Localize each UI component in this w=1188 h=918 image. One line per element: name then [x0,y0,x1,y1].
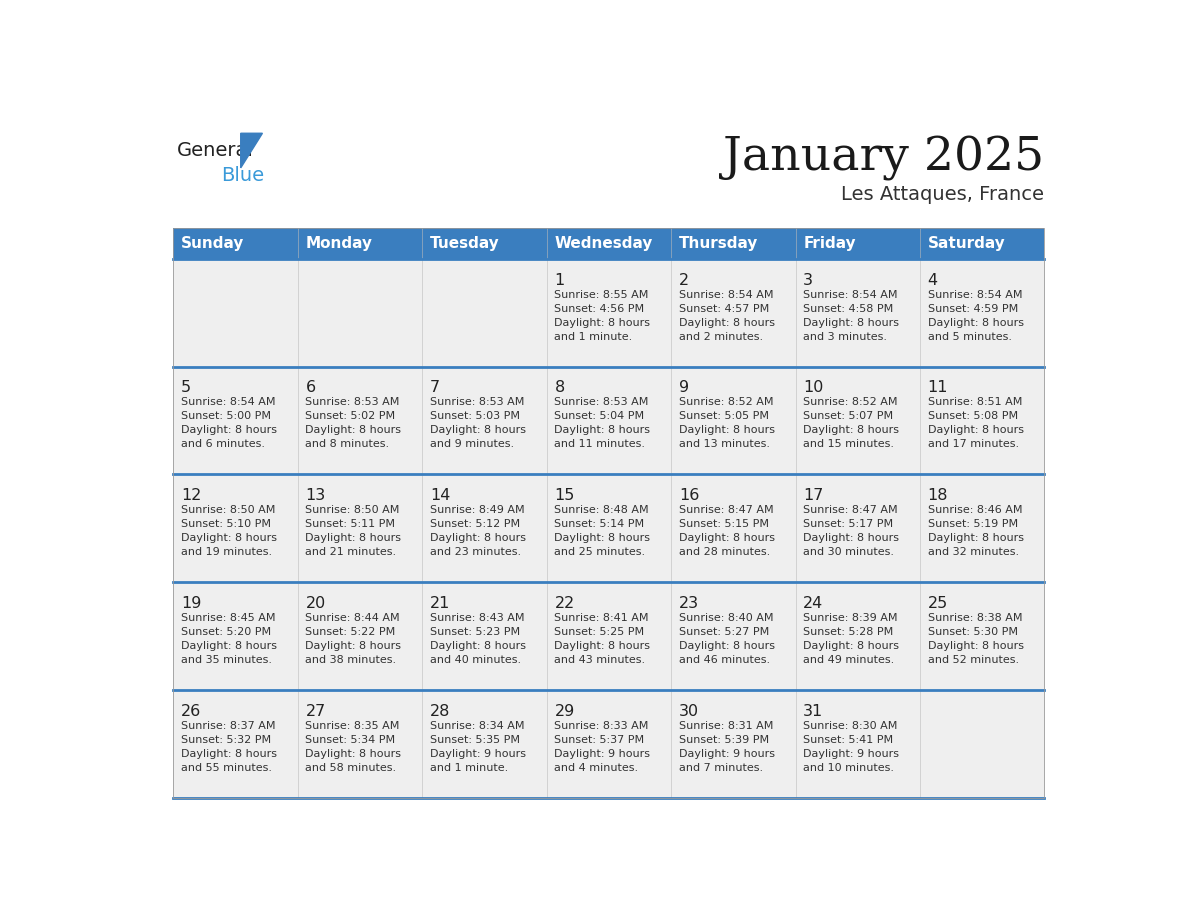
FancyBboxPatch shape [173,259,1044,366]
Text: Sunrise: 8:37 AM
Sunset: 5:32 PM
Daylight: 8 hours
and 55 minutes.: Sunrise: 8:37 AM Sunset: 5:32 PM Dayligh… [181,721,277,773]
Text: 16: 16 [678,488,700,503]
Text: Sunrise: 8:52 AM
Sunset: 5:05 PM
Daylight: 8 hours
and 13 minutes.: Sunrise: 8:52 AM Sunset: 5:05 PM Dayligh… [678,397,775,450]
FancyBboxPatch shape [173,582,1044,690]
Text: January 2025: January 2025 [723,135,1044,181]
Text: 4: 4 [928,273,937,287]
Text: Sunrise: 8:54 AM
Sunset: 4:57 PM
Daylight: 8 hours
and 2 minutes.: Sunrise: 8:54 AM Sunset: 4:57 PM Dayligh… [678,289,775,341]
Text: 25: 25 [928,596,948,611]
Text: Sunrise: 8:35 AM
Sunset: 5:34 PM
Daylight: 8 hours
and 58 minutes.: Sunrise: 8:35 AM Sunset: 5:34 PM Dayligh… [305,721,402,773]
Text: Sunrise: 8:38 AM
Sunset: 5:30 PM
Daylight: 8 hours
and 52 minutes.: Sunrise: 8:38 AM Sunset: 5:30 PM Dayligh… [928,613,1024,665]
Text: 9: 9 [678,380,689,396]
Text: 11: 11 [928,380,948,396]
Text: 13: 13 [305,488,326,503]
Text: Sunrise: 8:52 AM
Sunset: 5:07 PM
Daylight: 8 hours
and 15 minutes.: Sunrise: 8:52 AM Sunset: 5:07 PM Dayligh… [803,397,899,450]
Text: 30: 30 [678,704,699,719]
Text: Sunrise: 8:53 AM
Sunset: 5:04 PM
Daylight: 8 hours
and 11 minutes.: Sunrise: 8:53 AM Sunset: 5:04 PM Dayligh… [555,397,650,450]
Text: 8: 8 [555,380,564,396]
Text: Sunrise: 8:31 AM
Sunset: 5:39 PM
Daylight: 9 hours
and 7 minutes.: Sunrise: 8:31 AM Sunset: 5:39 PM Dayligh… [678,721,775,773]
Text: 27: 27 [305,704,326,719]
Text: Sunrise: 8:53 AM
Sunset: 5:02 PM
Daylight: 8 hours
and 8 minutes.: Sunrise: 8:53 AM Sunset: 5:02 PM Dayligh… [305,397,402,450]
Text: 20: 20 [305,596,326,611]
Text: Les Attaques, France: Les Attaques, France [841,185,1044,205]
Text: Sunrise: 8:48 AM
Sunset: 5:14 PM
Daylight: 8 hours
and 25 minutes.: Sunrise: 8:48 AM Sunset: 5:14 PM Dayligh… [555,505,650,557]
Text: Sunrise: 8:47 AM
Sunset: 5:17 PM
Daylight: 8 hours
and 30 minutes.: Sunrise: 8:47 AM Sunset: 5:17 PM Dayligh… [803,505,899,557]
Text: 21: 21 [430,596,450,611]
Text: Sunday: Sunday [181,236,245,251]
Text: Sunrise: 8:40 AM
Sunset: 5:27 PM
Daylight: 8 hours
and 46 minutes.: Sunrise: 8:40 AM Sunset: 5:27 PM Dayligh… [678,613,775,665]
Text: Sunrise: 8:53 AM
Sunset: 5:03 PM
Daylight: 8 hours
and 9 minutes.: Sunrise: 8:53 AM Sunset: 5:03 PM Dayligh… [430,397,526,450]
Text: 24: 24 [803,596,823,611]
Text: 26: 26 [181,704,201,719]
FancyBboxPatch shape [173,366,1044,475]
Text: 1: 1 [555,273,564,287]
Text: Blue: Blue [221,166,265,185]
FancyBboxPatch shape [173,690,1044,798]
Text: Sunrise: 8:47 AM
Sunset: 5:15 PM
Daylight: 8 hours
and 28 minutes.: Sunrise: 8:47 AM Sunset: 5:15 PM Dayligh… [678,505,775,557]
Text: Sunrise: 8:54 AM
Sunset: 4:59 PM
Daylight: 8 hours
and 5 minutes.: Sunrise: 8:54 AM Sunset: 4:59 PM Dayligh… [928,289,1024,341]
Text: Sunrise: 8:43 AM
Sunset: 5:23 PM
Daylight: 8 hours
and 40 minutes.: Sunrise: 8:43 AM Sunset: 5:23 PM Dayligh… [430,613,526,665]
Text: 12: 12 [181,488,202,503]
Text: 5: 5 [181,380,191,396]
Text: Sunrise: 8:34 AM
Sunset: 5:35 PM
Daylight: 9 hours
and 1 minute.: Sunrise: 8:34 AM Sunset: 5:35 PM Dayligh… [430,721,526,773]
Text: 23: 23 [678,596,699,611]
Text: Sunrise: 8:50 AM
Sunset: 5:10 PM
Daylight: 8 hours
and 19 minutes.: Sunrise: 8:50 AM Sunset: 5:10 PM Dayligh… [181,505,277,557]
Text: 6: 6 [305,380,316,396]
Text: Sunrise: 8:41 AM
Sunset: 5:25 PM
Daylight: 8 hours
and 43 minutes.: Sunrise: 8:41 AM Sunset: 5:25 PM Dayligh… [555,613,650,665]
Text: Wednesday: Wednesday [555,236,652,251]
Text: 31: 31 [803,704,823,719]
Text: 19: 19 [181,596,202,611]
Text: Friday: Friday [803,236,855,251]
Text: 29: 29 [555,704,575,719]
Text: 14: 14 [430,488,450,503]
Text: Sunrise: 8:33 AM
Sunset: 5:37 PM
Daylight: 9 hours
and 4 minutes.: Sunrise: 8:33 AM Sunset: 5:37 PM Dayligh… [555,721,650,773]
FancyBboxPatch shape [173,475,1044,582]
Text: 2: 2 [678,273,689,287]
Text: Saturday: Saturday [928,236,1005,251]
Text: Thursday: Thursday [678,236,758,251]
Text: Sunrise: 8:55 AM
Sunset: 4:56 PM
Daylight: 8 hours
and 1 minute.: Sunrise: 8:55 AM Sunset: 4:56 PM Dayligh… [555,289,650,341]
Polygon shape [241,133,263,168]
Text: Monday: Monday [305,236,373,251]
Text: Sunrise: 8:54 AM
Sunset: 4:58 PM
Daylight: 8 hours
and 3 minutes.: Sunrise: 8:54 AM Sunset: 4:58 PM Dayligh… [803,289,899,341]
Text: Sunrise: 8:54 AM
Sunset: 5:00 PM
Daylight: 8 hours
and 6 minutes.: Sunrise: 8:54 AM Sunset: 5:00 PM Dayligh… [181,397,277,450]
Text: General: General [177,140,254,160]
Text: 7: 7 [430,380,440,396]
FancyBboxPatch shape [173,228,1044,259]
Text: Sunrise: 8:45 AM
Sunset: 5:20 PM
Daylight: 8 hours
and 35 minutes.: Sunrise: 8:45 AM Sunset: 5:20 PM Dayligh… [181,613,277,665]
Text: 3: 3 [803,273,814,287]
Text: 15: 15 [555,488,575,503]
Text: Sunrise: 8:30 AM
Sunset: 5:41 PM
Daylight: 9 hours
and 10 minutes.: Sunrise: 8:30 AM Sunset: 5:41 PM Dayligh… [803,721,899,773]
Text: Sunrise: 8:46 AM
Sunset: 5:19 PM
Daylight: 8 hours
and 32 minutes.: Sunrise: 8:46 AM Sunset: 5:19 PM Dayligh… [928,505,1024,557]
Text: 10: 10 [803,380,823,396]
Text: Sunrise: 8:44 AM
Sunset: 5:22 PM
Daylight: 8 hours
and 38 minutes.: Sunrise: 8:44 AM Sunset: 5:22 PM Dayligh… [305,613,402,665]
Text: Sunrise: 8:51 AM
Sunset: 5:08 PM
Daylight: 8 hours
and 17 minutes.: Sunrise: 8:51 AM Sunset: 5:08 PM Dayligh… [928,397,1024,450]
Text: Tuesday: Tuesday [430,236,500,251]
Text: 22: 22 [555,596,575,611]
Text: 28: 28 [430,704,450,719]
Text: Sunrise: 8:49 AM
Sunset: 5:12 PM
Daylight: 8 hours
and 23 minutes.: Sunrise: 8:49 AM Sunset: 5:12 PM Dayligh… [430,505,526,557]
Text: Sunrise: 8:50 AM
Sunset: 5:11 PM
Daylight: 8 hours
and 21 minutes.: Sunrise: 8:50 AM Sunset: 5:11 PM Dayligh… [305,505,402,557]
Text: 18: 18 [928,488,948,503]
Text: 17: 17 [803,488,823,503]
Text: Sunrise: 8:39 AM
Sunset: 5:28 PM
Daylight: 8 hours
and 49 minutes.: Sunrise: 8:39 AM Sunset: 5:28 PM Dayligh… [803,613,899,665]
